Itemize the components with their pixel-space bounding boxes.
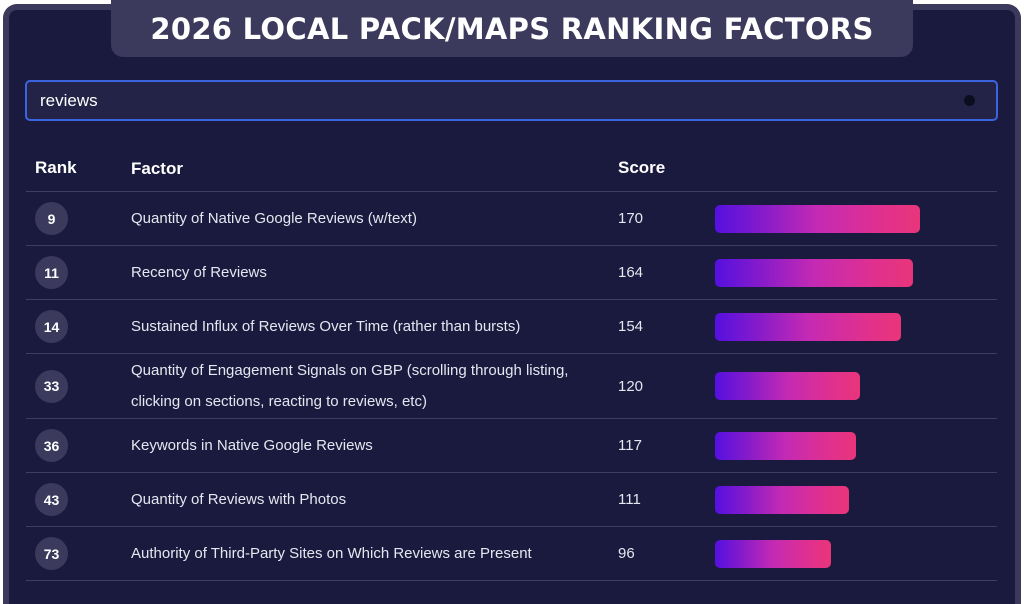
factor-name: Authority of Third-Party Sites on Which … <box>131 545 532 562</box>
column-header-rank[interactable]: Rank <box>35 158 77 177</box>
score-value: 111 <box>618 491 641 508</box>
score-value: 96 <box>618 545 635 562</box>
score-value: 164 <box>618 264 644 281</box>
factor-name: Recency of Reviews <box>131 264 267 281</box>
score-value: 117 <box>618 437 642 454</box>
table-row: 43 Quantity of Reviews with Photos 111 <box>26 473 997 527</box>
score-bar <box>715 258 913 287</box>
column-header-factor[interactable]: Factor <box>131 158 183 178</box>
table-header: Rank Factor Score <box>26 145 997 192</box>
score-bar <box>715 204 920 233</box>
score-bar <box>715 431 856 460</box>
score-value: 170 <box>618 210 644 227</box>
factor-name: Quantity of Reviews with Photos <box>131 491 347 508</box>
table-row: 11 Recency of Reviews 164 <box>26 246 997 300</box>
column-header-score[interactable]: Score <box>618 158 666 177</box>
score-value: 120 <box>618 377 644 395</box>
factor-name: Quantity of Native Google Reviews (w/tex… <box>131 210 417 227</box>
score-value: 154 <box>618 318 644 335</box>
factor-name: Quantity of Engagement Signals on GBP (s… <box>131 362 569 410</box>
table-row: 14 Sustained Influx of Reviews Over Time… <box>26 300 997 354</box>
score-bar <box>715 312 901 341</box>
search-box[interactable] <box>25 80 998 121</box>
score-bar <box>715 539 831 568</box>
factor-name: Keywords in Native Google Reviews <box>131 437 373 454</box>
clear-search-icon[interactable] <box>964 95 975 106</box>
rank-badge: 14 <box>35 310 68 343</box>
table-row: 33 Quantity of Engagement Signals on GBP… <box>26 354 997 419</box>
rank-badge: 43 <box>35 483 68 516</box>
score-bar <box>715 372 860 400</box>
rank-badge: 36 <box>35 429 68 462</box>
rank-badge: 33 <box>35 369 68 403</box>
rank-badge: 73 <box>35 537 68 570</box>
factor-name: Sustained Influx of Reviews Over Time (r… <box>131 318 521 335</box>
table-row: 73 Authority of Third-Party Sites on Whi… <box>26 527 997 581</box>
factors-table: Rank Factor Score 9 Quantity of Native G… <box>26 145 997 581</box>
rank-badge: 9 <box>35 202 68 235</box>
score-bar <box>715 485 849 514</box>
search-input[interactable] <box>40 90 964 111</box>
table-row: 36 Keywords in Native Google Reviews 117 <box>26 419 997 473</box>
table-row: 9 Quantity of Native Google Reviews (w/t… <box>26 192 997 246</box>
page-title: 2026 LOCAL PACK/MAPS RANKING FACTORS <box>111 0 913 57</box>
rank-badge: 11 <box>35 256 68 289</box>
